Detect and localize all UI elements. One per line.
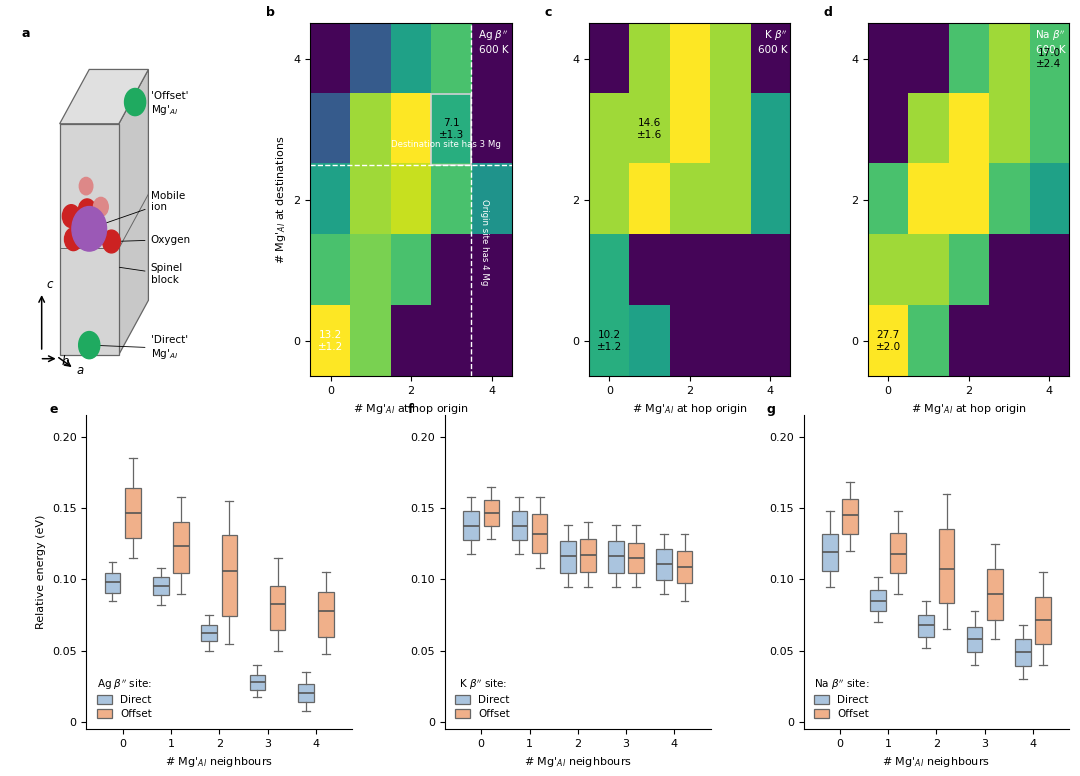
Text: Ag $\beta''$
600 K: Ag $\beta''$ 600 K — [478, 29, 509, 55]
X-axis label: # Mg$'_{Al}$ at hop origin: # Mg$'_{Al}$ at hop origin — [632, 402, 747, 416]
Text: 'Direct'
Mg$'_{Al}$: 'Direct' Mg$'_{Al}$ — [92, 335, 188, 362]
PathPatch shape — [125, 488, 140, 538]
Y-axis label: Relative energy (eV): Relative energy (eV) — [37, 515, 46, 629]
PathPatch shape — [153, 577, 168, 594]
Text: a: a — [22, 27, 30, 40]
PathPatch shape — [677, 551, 692, 584]
PathPatch shape — [270, 586, 285, 630]
Polygon shape — [119, 70, 148, 355]
Text: Destination site has 3 Mg: Destination site has 3 Mg — [391, 140, 501, 149]
PathPatch shape — [298, 684, 313, 702]
Circle shape — [78, 199, 96, 222]
Text: 10.2
±1.2: 10.2 ±1.2 — [596, 331, 622, 352]
PathPatch shape — [463, 511, 478, 540]
Text: 17.0
±2.4: 17.0 ±2.4 — [1037, 48, 1062, 69]
PathPatch shape — [531, 514, 548, 553]
PathPatch shape — [939, 529, 955, 603]
Circle shape — [63, 205, 80, 227]
PathPatch shape — [987, 569, 1002, 620]
PathPatch shape — [1015, 639, 1030, 666]
Circle shape — [79, 178, 93, 195]
Text: f: f — [408, 403, 414, 416]
PathPatch shape — [173, 522, 189, 573]
Legend: Direct, Offset: Direct, Offset — [450, 672, 515, 724]
PathPatch shape — [484, 500, 499, 526]
Text: 'Offset'
Mg$'_{Al}$: 'Offset' Mg$'_{Al}$ — [138, 91, 188, 117]
PathPatch shape — [559, 541, 576, 573]
X-axis label: # Mg$'_{Al}$ neighbours: # Mg$'_{Al}$ neighbours — [524, 755, 632, 769]
PathPatch shape — [1036, 597, 1051, 644]
X-axis label: # Mg$'_{Al}$ neighbours: # Mg$'_{Al}$ neighbours — [165, 755, 273, 769]
X-axis label: # Mg$'_{Al}$ neighbours: # Mg$'_{Al}$ neighbours — [882, 755, 990, 769]
Y-axis label: # Mg$'_{Al}$ at destinations: # Mg$'_{Al}$ at destinations — [274, 136, 288, 264]
Circle shape — [65, 228, 82, 251]
Text: Na $\beta''$
600 K: Na $\beta''$ 600 K — [1036, 29, 1066, 55]
PathPatch shape — [221, 535, 238, 615]
PathPatch shape — [890, 533, 906, 573]
Text: e: e — [50, 403, 57, 416]
Text: g: g — [767, 403, 775, 416]
Circle shape — [72, 206, 107, 251]
Text: Origin site has 4 Mg: Origin site has 4 Mg — [480, 199, 488, 286]
Text: c: c — [545, 5, 552, 19]
Text: b: b — [266, 5, 275, 19]
Text: Mobile
ion: Mobile ion — [92, 191, 185, 228]
PathPatch shape — [580, 539, 596, 573]
Text: $c$: $c$ — [46, 278, 54, 291]
PathPatch shape — [105, 573, 120, 593]
Text: Spinel
block: Spinel block — [120, 264, 183, 285]
PathPatch shape — [870, 591, 886, 611]
PathPatch shape — [657, 549, 672, 580]
PathPatch shape — [319, 592, 334, 636]
Text: $b$: $b$ — [60, 354, 69, 368]
Text: 13.2
±1.2: 13.2 ±1.2 — [318, 331, 343, 352]
PathPatch shape — [201, 625, 217, 642]
Polygon shape — [59, 123, 119, 355]
Text: 27.7
±2.0: 27.7 ±2.0 — [876, 331, 901, 352]
Bar — [431, 94, 472, 165]
Circle shape — [124, 88, 146, 116]
PathPatch shape — [249, 674, 266, 690]
PathPatch shape — [512, 511, 527, 540]
Legend: Direct, Offset: Direct, Offset — [92, 672, 157, 724]
PathPatch shape — [629, 543, 644, 573]
Polygon shape — [59, 70, 148, 123]
Text: K $\beta''$
600 K: K $\beta''$ 600 K — [757, 29, 787, 55]
Text: $a$: $a$ — [76, 364, 84, 377]
Circle shape — [103, 230, 120, 253]
PathPatch shape — [842, 499, 858, 535]
Text: Oxygen: Oxygen — [114, 234, 191, 244]
X-axis label: # Mg$'_{Al}$ at hop origin: # Mg$'_{Al}$ at hop origin — [353, 402, 469, 416]
X-axis label: # Mg$'_{Al}$ at hop origin: # Mg$'_{Al}$ at hop origin — [910, 402, 1026, 416]
PathPatch shape — [822, 534, 837, 571]
Circle shape — [94, 197, 108, 217]
Legend: Direct, Offset: Direct, Offset — [809, 672, 875, 724]
Text: 14.6
±1.6: 14.6 ±1.6 — [637, 119, 662, 140]
PathPatch shape — [967, 627, 983, 652]
Text: 7.1
±1.3: 7.1 ±1.3 — [438, 119, 464, 140]
Text: d: d — [824, 5, 833, 19]
PathPatch shape — [918, 615, 934, 637]
Circle shape — [79, 331, 99, 359]
PathPatch shape — [608, 541, 624, 573]
